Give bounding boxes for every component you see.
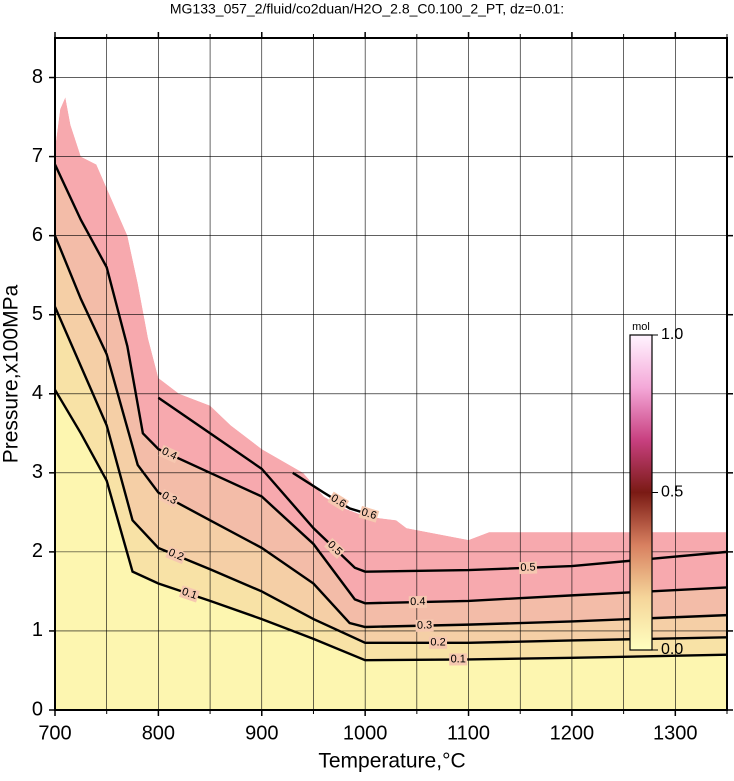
y-tick-label: 5 [32,303,43,325]
colorbar-tick-label: 0.0 [661,641,683,658]
contour-label-bg [165,546,187,565]
contour-label-bg [408,595,428,609]
x-tick-label: 1100 [447,722,490,744]
contour-label: 0.2 [167,547,186,564]
contour-label-bg [429,636,448,649]
contour-label-bg [327,491,350,512]
contour-label: 0.3 [417,619,433,631]
colorbar [629,334,653,651]
contour-band [55,389,727,710]
contour-line [53,389,728,662]
x-tick-label: 900 [245,722,278,744]
chart-title: MG133_057_2/fluid/co2duan/H2O_2.8_C0.100… [170,1,564,17]
contour-label-bg [415,619,434,632]
x-tick-label: 700 [38,722,71,744]
contour-label: 0.4 [160,445,179,462]
contour-label-bg [158,444,180,464]
contour-line [157,396,728,573]
contour-line [53,235,728,629]
contour-label-bg [358,505,380,523]
contour-label-bg [178,585,200,603]
contour-label: 0.4 [410,596,426,608]
contour-label: 0.1 [180,586,198,602]
contour-label: 0.1 [451,653,466,665]
contour-label-bg [158,488,181,508]
contour-line [53,163,728,605]
y-tick-label: 4 [32,382,43,404]
y-tick-label: 7 [32,145,43,167]
x-axis-label: Temperature,°C [318,750,465,773]
contour-label-bg [518,561,538,575]
contour-label: 0.6 [360,506,378,522]
y-tick-label: 8 [32,66,43,88]
y-tick-label: 3 [32,461,43,483]
colorbar-tick-label: 0.5 [661,484,683,501]
y-axis-label: Pressure,x100MPa [0,284,23,463]
x-tick-label: 1000 [343,722,388,744]
colorbar-tick-label: 1.0 [661,326,683,343]
contour-line [53,306,728,644]
contour-label: 0.2 [430,637,445,649]
contour-label: 0.5 [520,561,536,574]
plot-frame [54,37,728,711]
contour-label-bg [449,653,468,666]
x-tick-label: 1200 [550,722,595,744]
colorbar-label: mol [632,321,650,333]
contour-label-bg [324,537,346,559]
y-tick-label: 2 [32,540,43,562]
x-tick-label: 800 [142,722,175,744]
y-tick-label: 1 [32,619,43,641]
y-tick-label: 6 [32,224,43,246]
y-tick-label: 0 [32,698,43,720]
x-tick-label: 1300 [653,722,698,744]
